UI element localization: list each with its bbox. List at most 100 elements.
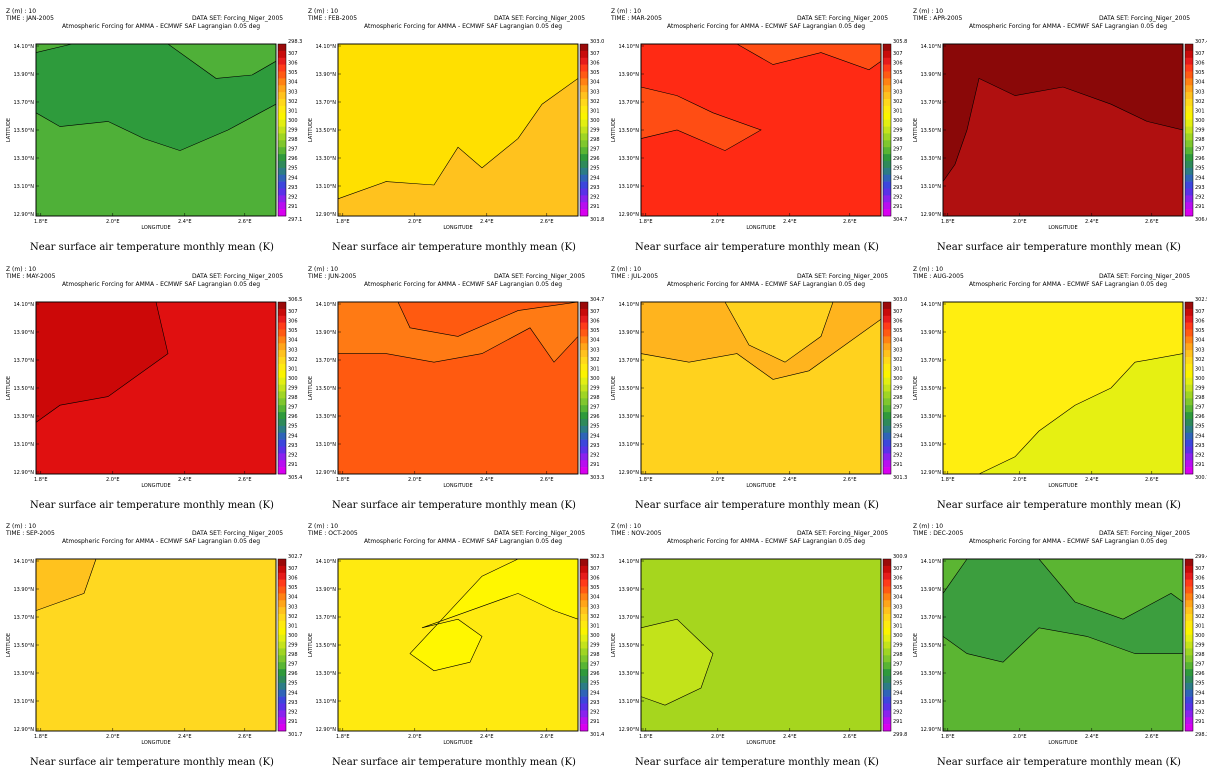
dataset-label: DATA SET: Forcing_Niger_2005	[494, 15, 586, 22]
colorbar-segment	[278, 202, 286, 210]
x-tick-label: 2.6°E	[843, 219, 857, 225]
colorbar-level: 293	[590, 700, 600, 706]
colorbar-segment	[580, 315, 588, 323]
colorbar-level: 292	[288, 194, 298, 200]
colorbar-segment	[580, 593, 588, 601]
time-label: TIME : FEB-2005	[308, 15, 358, 22]
colorbar-segment	[278, 308, 286, 317]
colorbar-segment	[883, 71, 891, 79]
heatmap-svg: 14.10°N 13.90°N 13.70°N 13.50°N 13.30°N 13.10…	[308, 297, 604, 489]
colorbar-segment	[278, 439, 286, 447]
x-tick-label: 2.4°E	[1085, 477, 1099, 483]
colorbar-segment	[883, 418, 891, 427]
colorbar-segment	[580, 432, 588, 440]
colorbar-level: 299	[590, 386, 600, 392]
x-tick-label: 2.6°E	[238, 477, 252, 483]
colorbar-segment	[580, 329, 588, 337]
colorbar-frame	[277, 301, 287, 475]
colorbar-segment	[580, 370, 588, 378]
colorbar-segment	[278, 641, 286, 649]
colorbar-segment	[883, 78, 891, 86]
colorbar-segment	[278, 357, 286, 365]
colorbar-level: 296	[893, 156, 903, 162]
colorbar-frame	[277, 558, 287, 732]
colorbar-segment	[1185, 453, 1193, 461]
colorbar-segment	[580, 154, 588, 162]
map-panel: Z (m) : 10 TIME : FEB-2005 DATA SET: Forci…	[304, 8, 604, 266]
colorbar-segment	[278, 453, 286, 461]
colorbar-max: 298.36	[288, 39, 302, 45]
y-tick-label: 14.10°N	[920, 559, 941, 565]
colorbar-level: 297	[893, 405, 903, 411]
colorbar-segment	[1185, 85, 1193, 93]
colorbar-segment	[883, 195, 891, 203]
colorbar-segment	[1185, 696, 1193, 704]
colorbar-segment	[580, 133, 588, 141]
colorbar-level: 300	[1195, 376, 1205, 382]
colorbar-level: 301	[893, 366, 903, 372]
y-tick-label: 13.70°N	[618, 358, 639, 364]
colorbar-segment	[883, 99, 891, 107]
colorbar-segment	[580, 85, 588, 93]
colorbar-level: 292	[1195, 452, 1205, 458]
colorbar-segment	[883, 467, 891, 475]
y-tick-label: 13.70°N	[13, 358, 34, 364]
y-tick-label: 12.90°N	[920, 212, 941, 218]
colorbar-level: 301	[1195, 108, 1205, 114]
colorbar-frame	[1184, 558, 1194, 732]
colorbar-segment	[278, 662, 286, 670]
colorbar-level: 294	[893, 433, 903, 439]
colorbar-frame	[277, 43, 287, 217]
colorbar-segment	[278, 384, 286, 392]
colorbar-segment	[1185, 105, 1193, 114]
colorbar-segment	[1185, 92, 1193, 100]
colorbar-segment	[883, 64, 891, 72]
colorbar-segment	[883, 559, 891, 567]
y-tick-label: 13.50°N	[13, 643, 34, 649]
y-tick-label: 13.10°N	[920, 184, 941, 190]
colorbar-level: 307	[590, 309, 600, 315]
colorbar-level: 301	[590, 366, 600, 372]
colorbar-level: 292	[1195, 194, 1205, 200]
colorbar-level: 300	[1195, 118, 1205, 124]
colorbar-level: 300	[590, 118, 600, 124]
colorbar-segment	[883, 586, 891, 594]
colorbar-segment	[883, 682, 891, 691]
colorbar-frame	[579, 43, 589, 217]
colorbar-segment	[1185, 675, 1193, 684]
y-axis-label: LATITUDE	[6, 118, 12, 142]
colorbar-segment	[580, 425, 588, 434]
colorbar-level: 297	[1195, 405, 1205, 411]
colorbar-level: 305	[288, 328, 298, 334]
colorbar-segment	[883, 154, 891, 162]
colorbar-max: 302.57	[1195, 297, 1207, 303]
colorbar-level: 305	[1195, 70, 1205, 76]
colorbar-segment	[883, 662, 891, 670]
dataset-label: DATA SET: Forcing_Niger_2005	[1099, 15, 1191, 22]
colorbar-level: 293	[1195, 700, 1205, 706]
colorbar-segment	[1185, 322, 1193, 330]
colorbar-level: 291	[590, 462, 600, 468]
contour-region	[409, 558, 579, 672]
z-label: Z (m) : 10	[913, 523, 944, 530]
colorbar-max: 300.92	[893, 554, 907, 560]
x-tick-label: 1.8°E	[34, 477, 48, 483]
colorbar-segment	[580, 181, 588, 189]
colorbar-level: 295	[893, 166, 903, 172]
colorbar-segment	[580, 57, 588, 65]
colorbar-segment	[1185, 559, 1193, 567]
colorbar-max: 299.43	[1195, 554, 1207, 560]
colorbar-segment	[580, 641, 588, 649]
colorbar-segment	[1185, 446, 1193, 454]
colorbar-segment	[580, 579, 588, 587]
y-tick-label: 14.10°N	[618, 44, 639, 50]
x-tick-label: 1.8°E	[941, 734, 955, 740]
x-tick-label: 1.8°E	[639, 219, 653, 225]
colorbar-level: 298	[288, 652, 298, 658]
colorbar-min: 301.44	[590, 732, 604, 738]
colorbar-segment	[580, 188, 588, 196]
colorbar-level: 295	[893, 681, 903, 687]
x-axis-label: LONGITUDE	[141, 483, 170, 489]
colorbar-segment	[883, 669, 891, 677]
colorbar-level: 299	[590, 128, 600, 134]
